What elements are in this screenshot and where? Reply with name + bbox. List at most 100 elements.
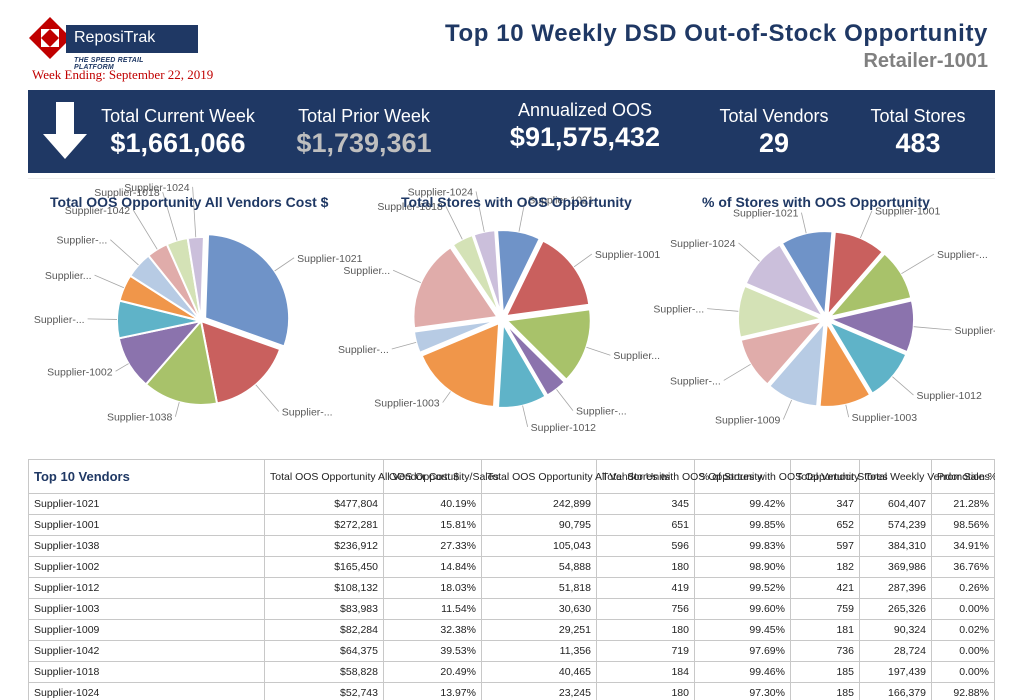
reposi-trak-logo: ReposiTrak THE SPEED RETAIL PLATFORM xyxy=(28,16,198,71)
table-cell: 11.54% xyxy=(383,598,482,620)
table-cell: 181 xyxy=(790,619,860,641)
kpi-prior-week: Total Prior Week $1,739,361 xyxy=(284,106,444,159)
pie-slice-label: Supplier-1024 xyxy=(124,182,190,194)
table-row: Supplier-1001 $272,281 15.81% 90,795 651 99.8… xyxy=(28,514,995,536)
logo-mark-icon xyxy=(29,17,71,59)
pie-slice-label: Supplier-1038 xyxy=(107,412,173,424)
pie-slice[interactable] xyxy=(496,229,542,318)
pie-slice[interactable] xyxy=(504,308,592,382)
pie-leader-line xyxy=(174,402,180,417)
pie-slice[interactable] xyxy=(412,245,500,330)
pie-slice[interactable] xyxy=(818,319,872,408)
table-row: Supplier-1021 $477,804 40.19% 242,899 345 99.… xyxy=(28,493,995,515)
table-cell: Supplier-1003 xyxy=(28,598,265,620)
kpi-stores: Total Stores 483 xyxy=(860,106,976,159)
pie-leader-line xyxy=(913,326,952,331)
column-header: Total Vendor Stores xyxy=(790,459,888,494)
table-cell: 180 xyxy=(596,682,695,700)
table-cell: 21.28% xyxy=(931,493,995,515)
table-cell: 99.52% xyxy=(694,577,791,599)
pie-slice-label: Supplier-1024 xyxy=(670,238,736,250)
pie-leader-line xyxy=(110,239,139,266)
table-cell: 97.30% xyxy=(694,682,791,700)
kpi-annualized: Annualized OOS $91,575,432 xyxy=(490,100,680,153)
pie-slice-label: Supplier-1018 xyxy=(94,187,160,199)
pie-slice[interactable] xyxy=(451,233,501,316)
table-cell: 14.84% xyxy=(383,556,482,578)
table-cell: 90,324 xyxy=(859,619,932,641)
pie-slice[interactable] xyxy=(826,319,908,395)
table-cell: 105,043 xyxy=(481,535,597,557)
pie-leader-line xyxy=(391,342,417,350)
pie-slice-label: Supplier-... xyxy=(653,304,704,316)
pie-slice[interactable] xyxy=(504,239,591,318)
pie-slice[interactable] xyxy=(204,233,291,348)
pie-slice-label: Supplier-1001 xyxy=(595,249,661,261)
pie-slice[interactable] xyxy=(496,320,547,409)
pie-leader-line xyxy=(392,269,421,283)
kpi-annualized-label: Annualized OOS xyxy=(517,100,653,120)
table-cell: 32.38% xyxy=(383,619,482,641)
chart-title-pct-stores-oos: % of Stores with OOS Opportunity xyxy=(702,194,930,210)
table-cell: $64,375 xyxy=(264,640,384,662)
pie-leader-line xyxy=(94,274,125,289)
column-header: Total OOS Opportunity All Vendor Units xyxy=(481,459,670,494)
pie-slice[interactable] xyxy=(737,284,826,339)
table-row: Supplier-1012 $108,132 18.03% 51,818 419 99.5… xyxy=(28,577,995,599)
pie-slice-label: Supplier-... xyxy=(282,406,333,418)
table-row: Supplier-1003 $83,983 11.54% 30,630 756 99.60… xyxy=(28,598,995,620)
table-cell: 597 xyxy=(790,535,860,557)
table-cell: 184 xyxy=(596,661,695,683)
table-cell: $108,132 xyxy=(264,577,384,599)
pie-leader-line xyxy=(132,209,158,250)
table-cell: $82,284 xyxy=(264,619,384,641)
week-ending-label: Week Ending: September 22, 2019 xyxy=(32,67,214,82)
table-cell: Supplier-1024 xyxy=(28,682,265,700)
table-cell: Supplier-1012 xyxy=(28,577,265,599)
table-cell: 180 xyxy=(596,619,695,641)
pie-leader-line xyxy=(723,363,751,381)
retailer-name: Retailer-1001 xyxy=(863,50,988,72)
kpi-annualized-value: $91,575,432 xyxy=(509,122,661,152)
pie-slice[interactable] xyxy=(420,321,501,408)
table-cell: 369,986 xyxy=(859,556,932,578)
table-cell: 97.69% xyxy=(694,640,791,662)
table-cell: Supplier-1038 xyxy=(28,535,265,557)
table-cell: 604,407 xyxy=(859,493,932,515)
pie-slice[interactable] xyxy=(780,230,834,319)
pie-slice-label: Supplier-1002 xyxy=(47,366,113,378)
kpi-current-week-label: Total Current Week xyxy=(101,106,255,126)
table-cell: 197,439 xyxy=(859,661,932,683)
pie-slice[interactable] xyxy=(826,230,885,319)
table-cell: Supplier-1001 xyxy=(28,514,265,536)
table-cell: 759 xyxy=(790,598,860,620)
pie-leader-line xyxy=(707,308,739,312)
table-cell: 98.56% xyxy=(931,514,995,536)
pie-slice-label: Supplier-... xyxy=(576,406,627,418)
table-cell: 54,888 xyxy=(481,556,597,578)
table-cell: Supplier-1009 xyxy=(28,619,265,641)
table-cell: 99.60% xyxy=(694,598,791,620)
pie-slice[interactable] xyxy=(744,243,826,319)
table-cell: 99.83% xyxy=(694,535,791,557)
table-cell: 0.00% xyxy=(931,640,995,662)
chart-title-oos-cost: Total OOS Opportunity All Vendors Cost $ xyxy=(50,194,329,210)
pie-slice[interactable] xyxy=(767,319,826,408)
table-cell: $165,450 xyxy=(264,556,384,578)
pie-slice[interactable] xyxy=(826,299,915,354)
table-row: Supplier-1038 $236,912 27.33% 105,043 596 99.… xyxy=(28,535,995,557)
chart-title-stores-oos: Total Stores with OOS Opportunity xyxy=(401,194,632,210)
table-cell: $272,281 xyxy=(264,514,384,536)
pie-slice-label: Supplier-1024 xyxy=(408,186,474,198)
table-cell: 29,251 xyxy=(481,619,597,641)
table-cell: 99.46% xyxy=(694,661,791,683)
pie-leader-line xyxy=(738,242,760,262)
pie-slice[interactable] xyxy=(826,252,913,319)
table-cell: 185 xyxy=(790,682,860,700)
table-cell: 28,724 xyxy=(859,640,932,662)
table-cell: 40.19% xyxy=(383,493,482,515)
pie-slice[interactable] xyxy=(739,319,826,386)
table-cell: 651 xyxy=(596,514,695,536)
pie-slice-label: Supplier... xyxy=(45,270,92,282)
pie-leader-line xyxy=(573,253,593,268)
